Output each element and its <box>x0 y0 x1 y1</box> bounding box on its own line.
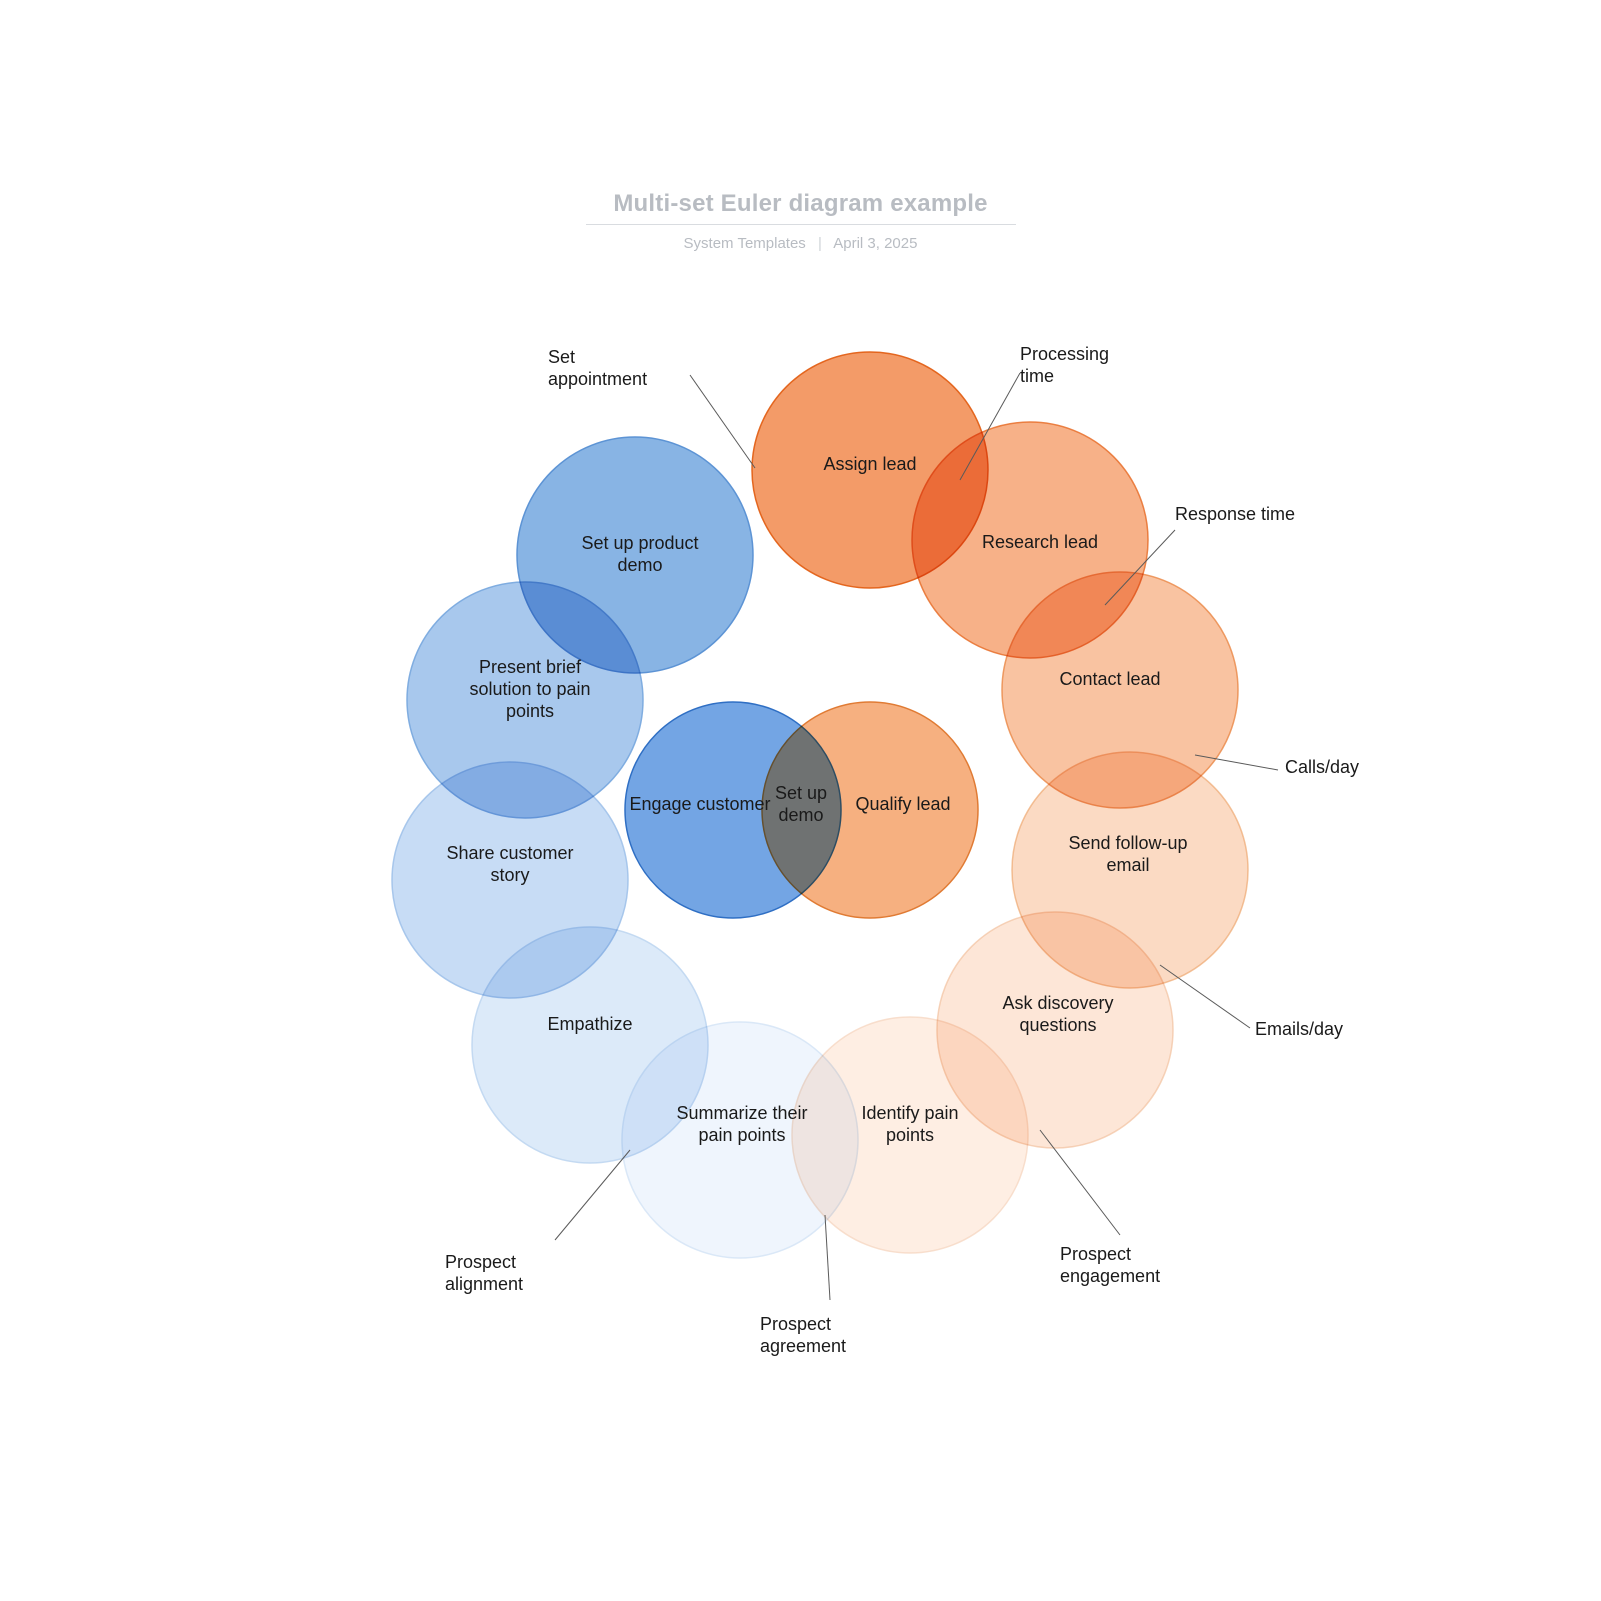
callout-line-prospect-agreement <box>825 1215 830 1300</box>
callout-text-prospect-engagement: Prospectengagement <box>1060 1244 1160 1286</box>
callout-text-prospect-alignment: Prospectalignment <box>445 1252 523 1294</box>
callout-text-calls-day: Calls/day <box>1285 757 1359 777</box>
callout-text-prospect-agreement: Prospectagreement <box>760 1314 846 1356</box>
label-empathize: Empathize <box>547 1014 632 1034</box>
label-contact-lead: Contact lead <box>1059 669 1160 689</box>
label-assign-lead: Assign lead <box>823 454 916 474</box>
euler-diagram: Engage customerQualify leadSet updemoAss… <box>0 0 1601 1601</box>
label-research-lead: Research lead <box>982 532 1098 552</box>
callout-text-set-appointment: Setappointment <box>548 347 647 389</box>
label-engage-customer: Engage customer <box>629 794 770 814</box>
label-qualify-lead: Qualify lead <box>855 794 950 814</box>
callout-text-emails-day: Emails/day <box>1255 1019 1343 1039</box>
callout-line-set-appointment <box>690 375 755 468</box>
callout-line-emails-day <box>1160 965 1250 1028</box>
callout-text-response-time: Response time <box>1175 504 1295 524</box>
callout-text-processing-time: Processingtime <box>1020 344 1109 386</box>
